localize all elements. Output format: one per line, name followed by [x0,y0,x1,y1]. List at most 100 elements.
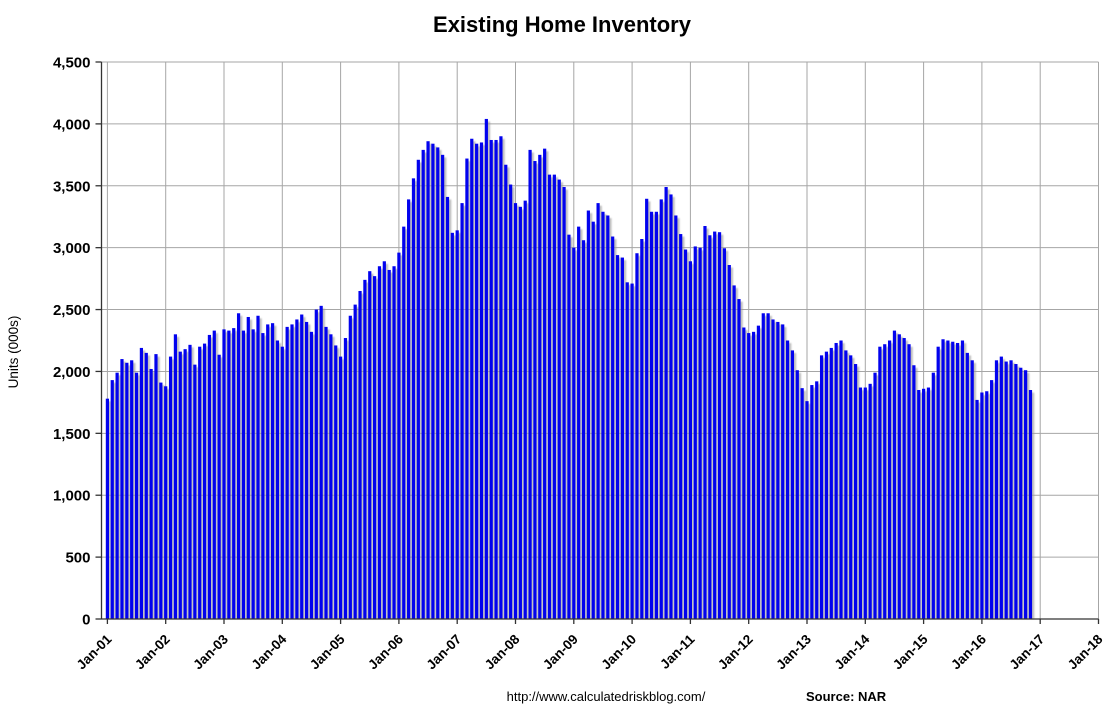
bar-shadow [520,209,525,620]
bar [917,390,921,619]
bar-shadow [836,345,840,619]
bar [615,255,620,620]
bar [300,314,304,619]
bar [319,305,323,619]
bar-shadow [244,333,248,619]
bar-shadow [219,357,223,619]
bar-shadow [146,355,151,619]
bar-shadow [282,349,287,619]
x-tick-label: Jan-13 [773,631,814,672]
bar [713,231,717,619]
bar [863,387,867,619]
bar-shadow [268,327,272,619]
bar [304,321,309,619]
bar-shadow [885,346,889,619]
bar [999,356,1003,619]
bar [581,240,586,620]
y-tick-label: 1,000 [53,488,91,505]
bar-shadow [987,393,991,619]
bar [688,261,692,619]
bar-shadow [603,214,607,620]
bar [285,326,289,619]
bar-shadow [666,189,670,620]
bar-shadow [1006,364,1010,619]
bar-shadow [1021,370,1025,619]
bar [280,346,284,619]
bar [946,340,950,619]
bar-shadow [370,273,374,619]
bar [951,341,955,619]
bar-shadow [321,308,325,619]
bar [275,340,280,619]
bar [795,370,799,619]
bar [727,264,731,619]
bar [693,246,697,619]
bar [679,234,683,619]
y-tick-label: 500 [65,550,90,567]
x-tick-label: Jan-03 [190,631,231,672]
bar [577,226,581,619]
bar-shadow [462,205,466,619]
bar-shadow [127,365,131,619]
bar-shadow [1011,362,1015,619]
bar-shadow [341,359,345,619]
bar [222,329,226,619]
bar-shadow [676,218,680,619]
bar [543,148,547,619]
bar [892,330,897,619]
y-tick-label: 0 [82,612,90,629]
bar-shadow [729,267,734,619]
bar [309,331,314,619]
bar [703,226,707,619]
bar [737,299,741,619]
bar [212,330,216,619]
bar-shadow [350,318,355,619]
bar [115,372,119,619]
bar-shadow [841,343,845,619]
bar [994,360,999,619]
bar-shadow [443,157,447,619]
bar [698,247,702,619]
x-tick-label: Jan-16 [948,631,989,672]
bar [824,351,829,619]
bar-shadow [375,278,379,619]
bar-shadow [156,356,160,619]
bar-shadow [661,201,666,619]
bar [785,340,790,619]
bar-shadow [161,385,165,619]
bar [931,372,935,619]
bar [387,269,391,619]
bar-shadow [788,343,792,619]
bar-shadow [827,354,831,619]
bar [178,351,182,619]
bar-shadow [205,346,209,619]
bar [1028,390,1033,619]
bar-shadow [554,177,559,619]
bar [980,392,984,619]
bar [776,321,780,619]
bar [426,141,430,619]
bar-shadow [176,336,180,619]
bar [805,401,809,619]
x-tick-label: Jan-08 [482,631,523,672]
bar-shadow [647,201,651,619]
bar [207,334,212,619]
bar-shadow [506,167,510,619]
bar-shadow [229,333,233,619]
bar-shadow [151,371,155,619]
bar [407,199,411,620]
bar [649,211,654,619]
bar-shadow [365,282,369,619]
bar-shadow [705,228,709,619]
bar-shadow [831,350,836,619]
bar [849,355,853,619]
bar-shadow [992,382,996,619]
bar [742,327,746,619]
bar [368,271,372,619]
bar-shadow [331,336,335,619]
bar [960,340,965,619]
bar [436,147,440,619]
bar-shadow [360,293,364,619]
bar [810,385,814,619]
bar [878,346,882,619]
